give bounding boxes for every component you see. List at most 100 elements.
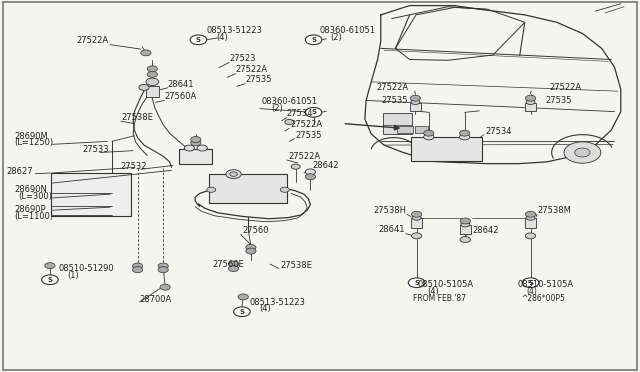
Text: 27532: 27532 <box>120 162 147 171</box>
Text: 27535: 27535 <box>382 96 408 105</box>
Circle shape <box>424 134 434 140</box>
Circle shape <box>460 134 470 140</box>
Text: 08510-5105A: 08510-5105A <box>517 280 573 289</box>
Text: (2): (2) <box>271 104 283 113</box>
Circle shape <box>197 145 207 151</box>
Circle shape <box>460 218 470 224</box>
Text: (L=1100): (L=1100) <box>14 212 53 221</box>
Text: 27538E: 27538E <box>121 113 153 122</box>
Text: 27533: 27533 <box>82 145 109 154</box>
Circle shape <box>132 263 143 269</box>
Text: 08360-61051: 08360-61051 <box>261 97 317 106</box>
Text: 08510-51290: 08510-51290 <box>59 264 115 273</box>
Circle shape <box>226 170 241 179</box>
Text: S: S <box>528 280 533 286</box>
Text: 27538M: 27538M <box>538 206 572 215</box>
Circle shape <box>526 215 535 220</box>
Text: 27522A: 27522A <box>288 152 320 161</box>
Text: (1): (1) <box>67 271 79 280</box>
Text: (4): (4) <box>428 287 439 296</box>
Text: 27522A: 27522A <box>291 120 323 129</box>
Circle shape <box>158 267 168 273</box>
Text: 27535: 27535 <box>245 76 271 84</box>
Circle shape <box>45 263 55 269</box>
Circle shape <box>305 108 322 117</box>
Bar <box>383 113 412 134</box>
Circle shape <box>42 275 58 285</box>
Circle shape <box>412 215 421 220</box>
Circle shape <box>190 35 207 45</box>
Text: 28627: 28627 <box>6 167 33 176</box>
Circle shape <box>228 266 239 272</box>
Circle shape <box>411 99 420 105</box>
Circle shape <box>228 261 239 267</box>
Text: S: S <box>414 280 419 286</box>
FancyBboxPatch shape <box>411 137 482 161</box>
Bar <box>411 218 422 228</box>
Text: S: S <box>311 109 316 115</box>
Circle shape <box>280 187 289 192</box>
Bar <box>51 173 131 216</box>
Text: 27560A: 27560A <box>164 92 196 101</box>
Circle shape <box>305 35 322 45</box>
Circle shape <box>424 130 434 136</box>
Circle shape <box>408 278 425 288</box>
Text: ^286*00P5: ^286*00P5 <box>522 294 566 303</box>
Text: 27535: 27535 <box>296 131 322 140</box>
Bar <box>179 149 212 164</box>
Circle shape <box>147 71 157 77</box>
Bar <box>415 126 428 133</box>
Circle shape <box>191 140 201 146</box>
Circle shape <box>412 233 422 239</box>
Text: 27538E: 27538E <box>280 261 312 270</box>
Circle shape <box>305 174 316 180</box>
Text: 28690N: 28690N <box>14 185 47 194</box>
Text: 08513-51223: 08513-51223 <box>206 26 262 35</box>
Circle shape <box>525 95 536 101</box>
Text: 28642: 28642 <box>312 161 339 170</box>
Text: (4): (4) <box>216 33 228 42</box>
Circle shape <box>291 164 300 169</box>
Text: S: S <box>311 37 316 43</box>
Bar <box>525 103 536 111</box>
Circle shape <box>460 237 470 243</box>
Text: 08513-51223: 08513-51223 <box>250 298 305 307</box>
Circle shape <box>234 307 250 317</box>
Circle shape <box>230 172 237 176</box>
Text: 27535: 27535 <box>545 96 572 105</box>
Circle shape <box>461 222 470 227</box>
Text: 28700A: 28700A <box>140 295 172 304</box>
Circle shape <box>305 169 316 175</box>
Circle shape <box>158 263 168 269</box>
Circle shape <box>525 211 536 217</box>
Text: 27560: 27560 <box>242 226 268 235</box>
Text: 28642: 28642 <box>472 226 499 235</box>
Circle shape <box>410 95 420 101</box>
Circle shape <box>207 187 216 192</box>
Text: 27538H: 27538H <box>373 206 406 215</box>
Circle shape <box>184 145 195 151</box>
Text: (4): (4) <box>259 304 271 313</box>
Circle shape <box>139 84 149 90</box>
Text: FROM FEB.'87: FROM FEB.'87 <box>413 294 466 303</box>
Text: 27534: 27534 <box>287 109 313 118</box>
Circle shape <box>238 294 248 300</box>
Text: (2): (2) <box>330 33 342 42</box>
Circle shape <box>525 233 536 239</box>
Text: 08360-61051: 08360-61051 <box>320 26 376 35</box>
Text: 08510-5105A: 08510-5105A <box>418 280 474 289</box>
Circle shape <box>285 119 294 125</box>
Circle shape <box>526 99 535 105</box>
Bar <box>397 126 413 133</box>
Text: S: S <box>196 37 201 43</box>
Text: (L=300): (L=300) <box>18 192 52 201</box>
Circle shape <box>564 142 601 163</box>
Circle shape <box>522 278 539 288</box>
Bar <box>146 86 159 97</box>
Text: 27560E: 27560E <box>212 260 244 269</box>
Text: 28641: 28641 <box>168 80 194 89</box>
Circle shape <box>132 267 143 273</box>
FancyBboxPatch shape <box>209 174 287 203</box>
Circle shape <box>141 50 151 56</box>
Bar <box>525 218 536 228</box>
